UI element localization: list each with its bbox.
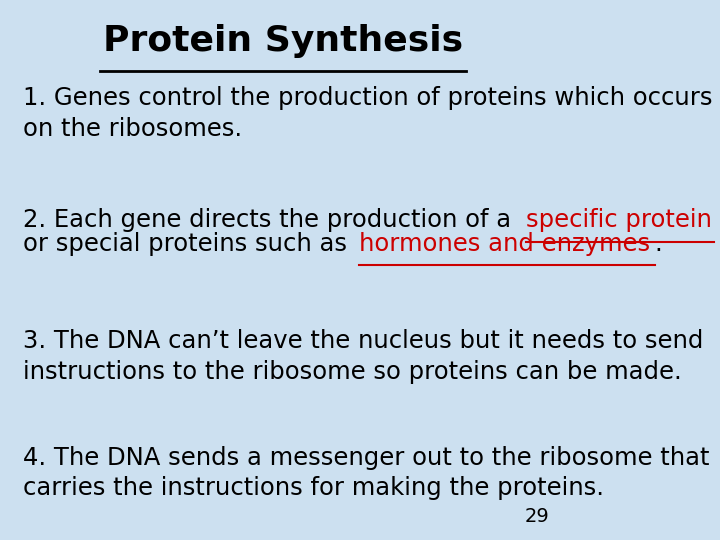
Text: specific protein: specific protein <box>526 208 711 232</box>
Text: .: . <box>654 232 662 255</box>
Text: or special proteins such as: or special proteins such as <box>22 232 354 255</box>
Text: 4. The DNA sends a messenger out to the ribosome that
carries the instructions f: 4. The DNA sends a messenger out to the … <box>22 446 709 500</box>
Text: 2. Each gene directs the production of a: 2. Each gene directs the production of a <box>22 208 518 232</box>
Text: 29: 29 <box>524 508 549 526</box>
Text: 3. The DNA can’t leave the nucleus but it needs to send
instructions to the ribo: 3. The DNA can’t leave the nucleus but i… <box>22 329 703 384</box>
Text: Protein Synthesis: Protein Synthesis <box>103 24 463 58</box>
Text: 1. Genes control the production of proteins which occurs
on the ribosomes.: 1. Genes control the production of prote… <box>22 86 712 141</box>
Text: hormones and enzymes: hormones and enzymes <box>359 232 650 255</box>
